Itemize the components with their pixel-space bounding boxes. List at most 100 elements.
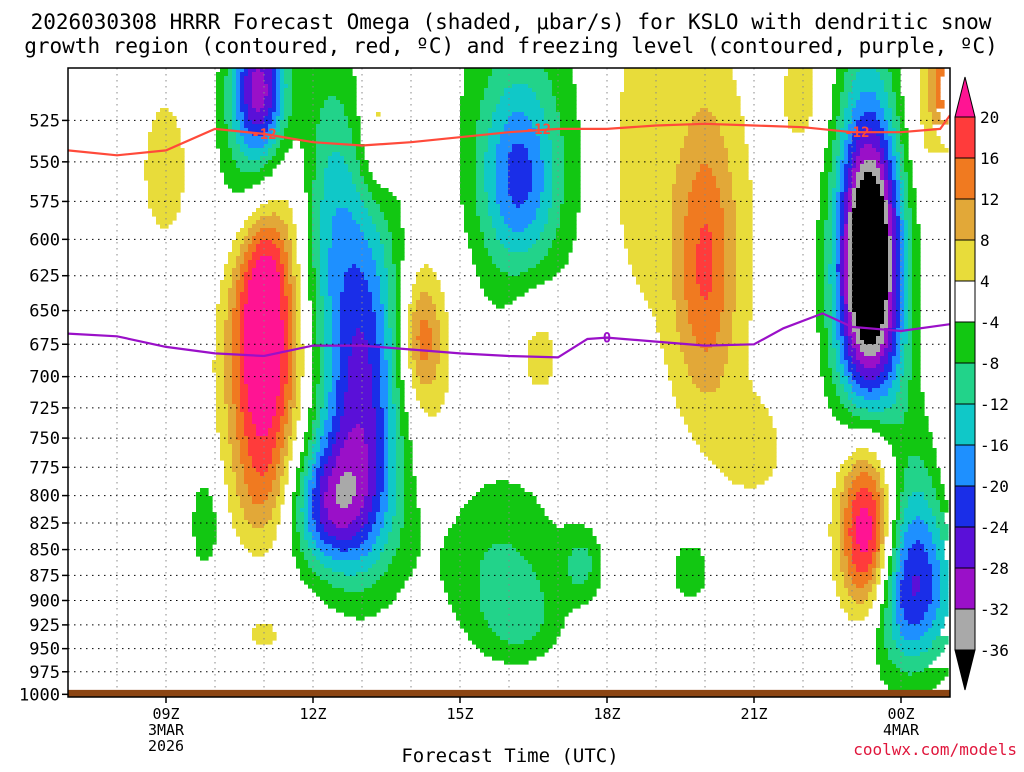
omega-cell xyxy=(412,344,421,349)
omega-cell xyxy=(848,560,853,565)
omega-cell xyxy=(216,404,229,409)
omega-cell xyxy=(336,412,345,417)
omega-cell xyxy=(884,336,889,341)
omega-cell xyxy=(396,376,401,381)
omega-cell xyxy=(876,632,885,637)
omega-cell xyxy=(388,416,397,421)
omega-cell xyxy=(880,564,885,569)
omega-cell xyxy=(900,536,905,541)
omega-cell xyxy=(720,324,733,329)
omega-cell xyxy=(396,480,405,485)
omega-cell xyxy=(252,524,265,529)
omega-cell xyxy=(736,252,753,257)
omega-cell xyxy=(280,316,289,321)
omega-cell xyxy=(684,356,729,361)
omega-cell xyxy=(896,512,901,517)
omega-cell xyxy=(292,552,305,557)
omega-cell xyxy=(888,180,893,185)
omega-cell xyxy=(832,368,837,373)
omega-cell xyxy=(888,560,893,565)
omega-cell xyxy=(708,108,741,113)
omega-cell xyxy=(732,340,749,345)
omega-cell xyxy=(836,196,841,201)
omega-cell xyxy=(720,188,733,193)
omega-cell xyxy=(688,212,725,217)
omega-cell xyxy=(312,264,321,269)
omega-cell xyxy=(196,552,213,557)
omega-cell xyxy=(480,108,497,113)
omega-cell xyxy=(232,124,241,129)
omega-cell xyxy=(684,220,725,225)
omega-cell xyxy=(904,208,913,213)
omega-cell xyxy=(908,408,925,413)
omega-cell xyxy=(248,488,273,493)
x-tick-sublabel: 4MAR xyxy=(883,721,920,739)
omega-cell xyxy=(232,356,241,361)
omega-cell xyxy=(836,260,841,265)
omega-cell xyxy=(724,288,737,293)
omega-cell xyxy=(732,336,749,341)
omega-cell xyxy=(908,272,913,277)
omega-cell xyxy=(852,336,857,341)
omega-cell xyxy=(896,372,905,377)
omega-cell xyxy=(848,568,857,573)
omega-cell xyxy=(336,460,369,465)
omega-cell xyxy=(896,320,901,325)
omega-cell xyxy=(896,228,901,233)
omega-cell xyxy=(336,488,357,493)
omega-cell xyxy=(896,288,901,293)
omega-cell xyxy=(832,260,837,265)
omega-cell xyxy=(316,384,325,389)
omega-cell xyxy=(888,280,893,285)
omega-cell xyxy=(252,256,261,261)
omega-cell xyxy=(892,608,897,613)
omega-cell xyxy=(296,384,301,389)
omega-cell xyxy=(824,276,829,281)
omega-cell xyxy=(308,508,313,513)
omega-cell xyxy=(524,640,557,645)
omega-cell xyxy=(476,172,485,177)
omega-cell xyxy=(832,576,845,581)
omega-cell xyxy=(884,212,889,217)
omega-cell xyxy=(468,236,485,241)
omega-cell xyxy=(496,184,509,189)
omega-cell xyxy=(540,260,569,265)
omega-cell xyxy=(836,204,841,209)
omega-cell xyxy=(908,256,913,261)
omega-cell xyxy=(876,628,885,633)
omega-cell xyxy=(488,212,501,217)
omega-cell xyxy=(860,168,881,173)
omega-cell xyxy=(900,568,905,573)
omega-cell xyxy=(724,308,737,313)
omega-cell xyxy=(832,200,837,205)
omega-cell xyxy=(900,584,913,589)
omega-cell xyxy=(828,528,841,533)
omega-cell xyxy=(828,264,837,269)
omega-cell xyxy=(892,256,897,261)
omega-cell xyxy=(672,220,685,225)
omega-cell xyxy=(232,92,237,97)
omega-cell xyxy=(448,528,593,533)
omega-cell xyxy=(820,340,829,345)
omega-cell xyxy=(876,552,881,557)
omega-cell xyxy=(216,400,225,405)
omega-cell xyxy=(268,492,281,497)
omega-cell xyxy=(620,104,741,109)
omega-cell xyxy=(368,188,389,193)
omega-cell xyxy=(896,172,901,177)
omega-cell xyxy=(244,84,253,89)
omega-cell xyxy=(368,488,377,493)
omega-cell xyxy=(232,68,237,73)
omega-cell xyxy=(372,368,381,373)
omega-cell xyxy=(908,552,929,557)
omega-cell xyxy=(300,452,309,457)
dendritic-contour-label: -12 xyxy=(844,125,869,141)
omega-cell xyxy=(400,404,405,409)
omega-cell xyxy=(256,108,261,113)
omega-cell xyxy=(476,272,509,277)
omega-cell xyxy=(888,256,893,261)
omega-cell xyxy=(840,224,845,229)
omega-cell xyxy=(384,336,393,341)
omega-cell xyxy=(932,644,945,649)
omega-cell xyxy=(272,100,277,105)
